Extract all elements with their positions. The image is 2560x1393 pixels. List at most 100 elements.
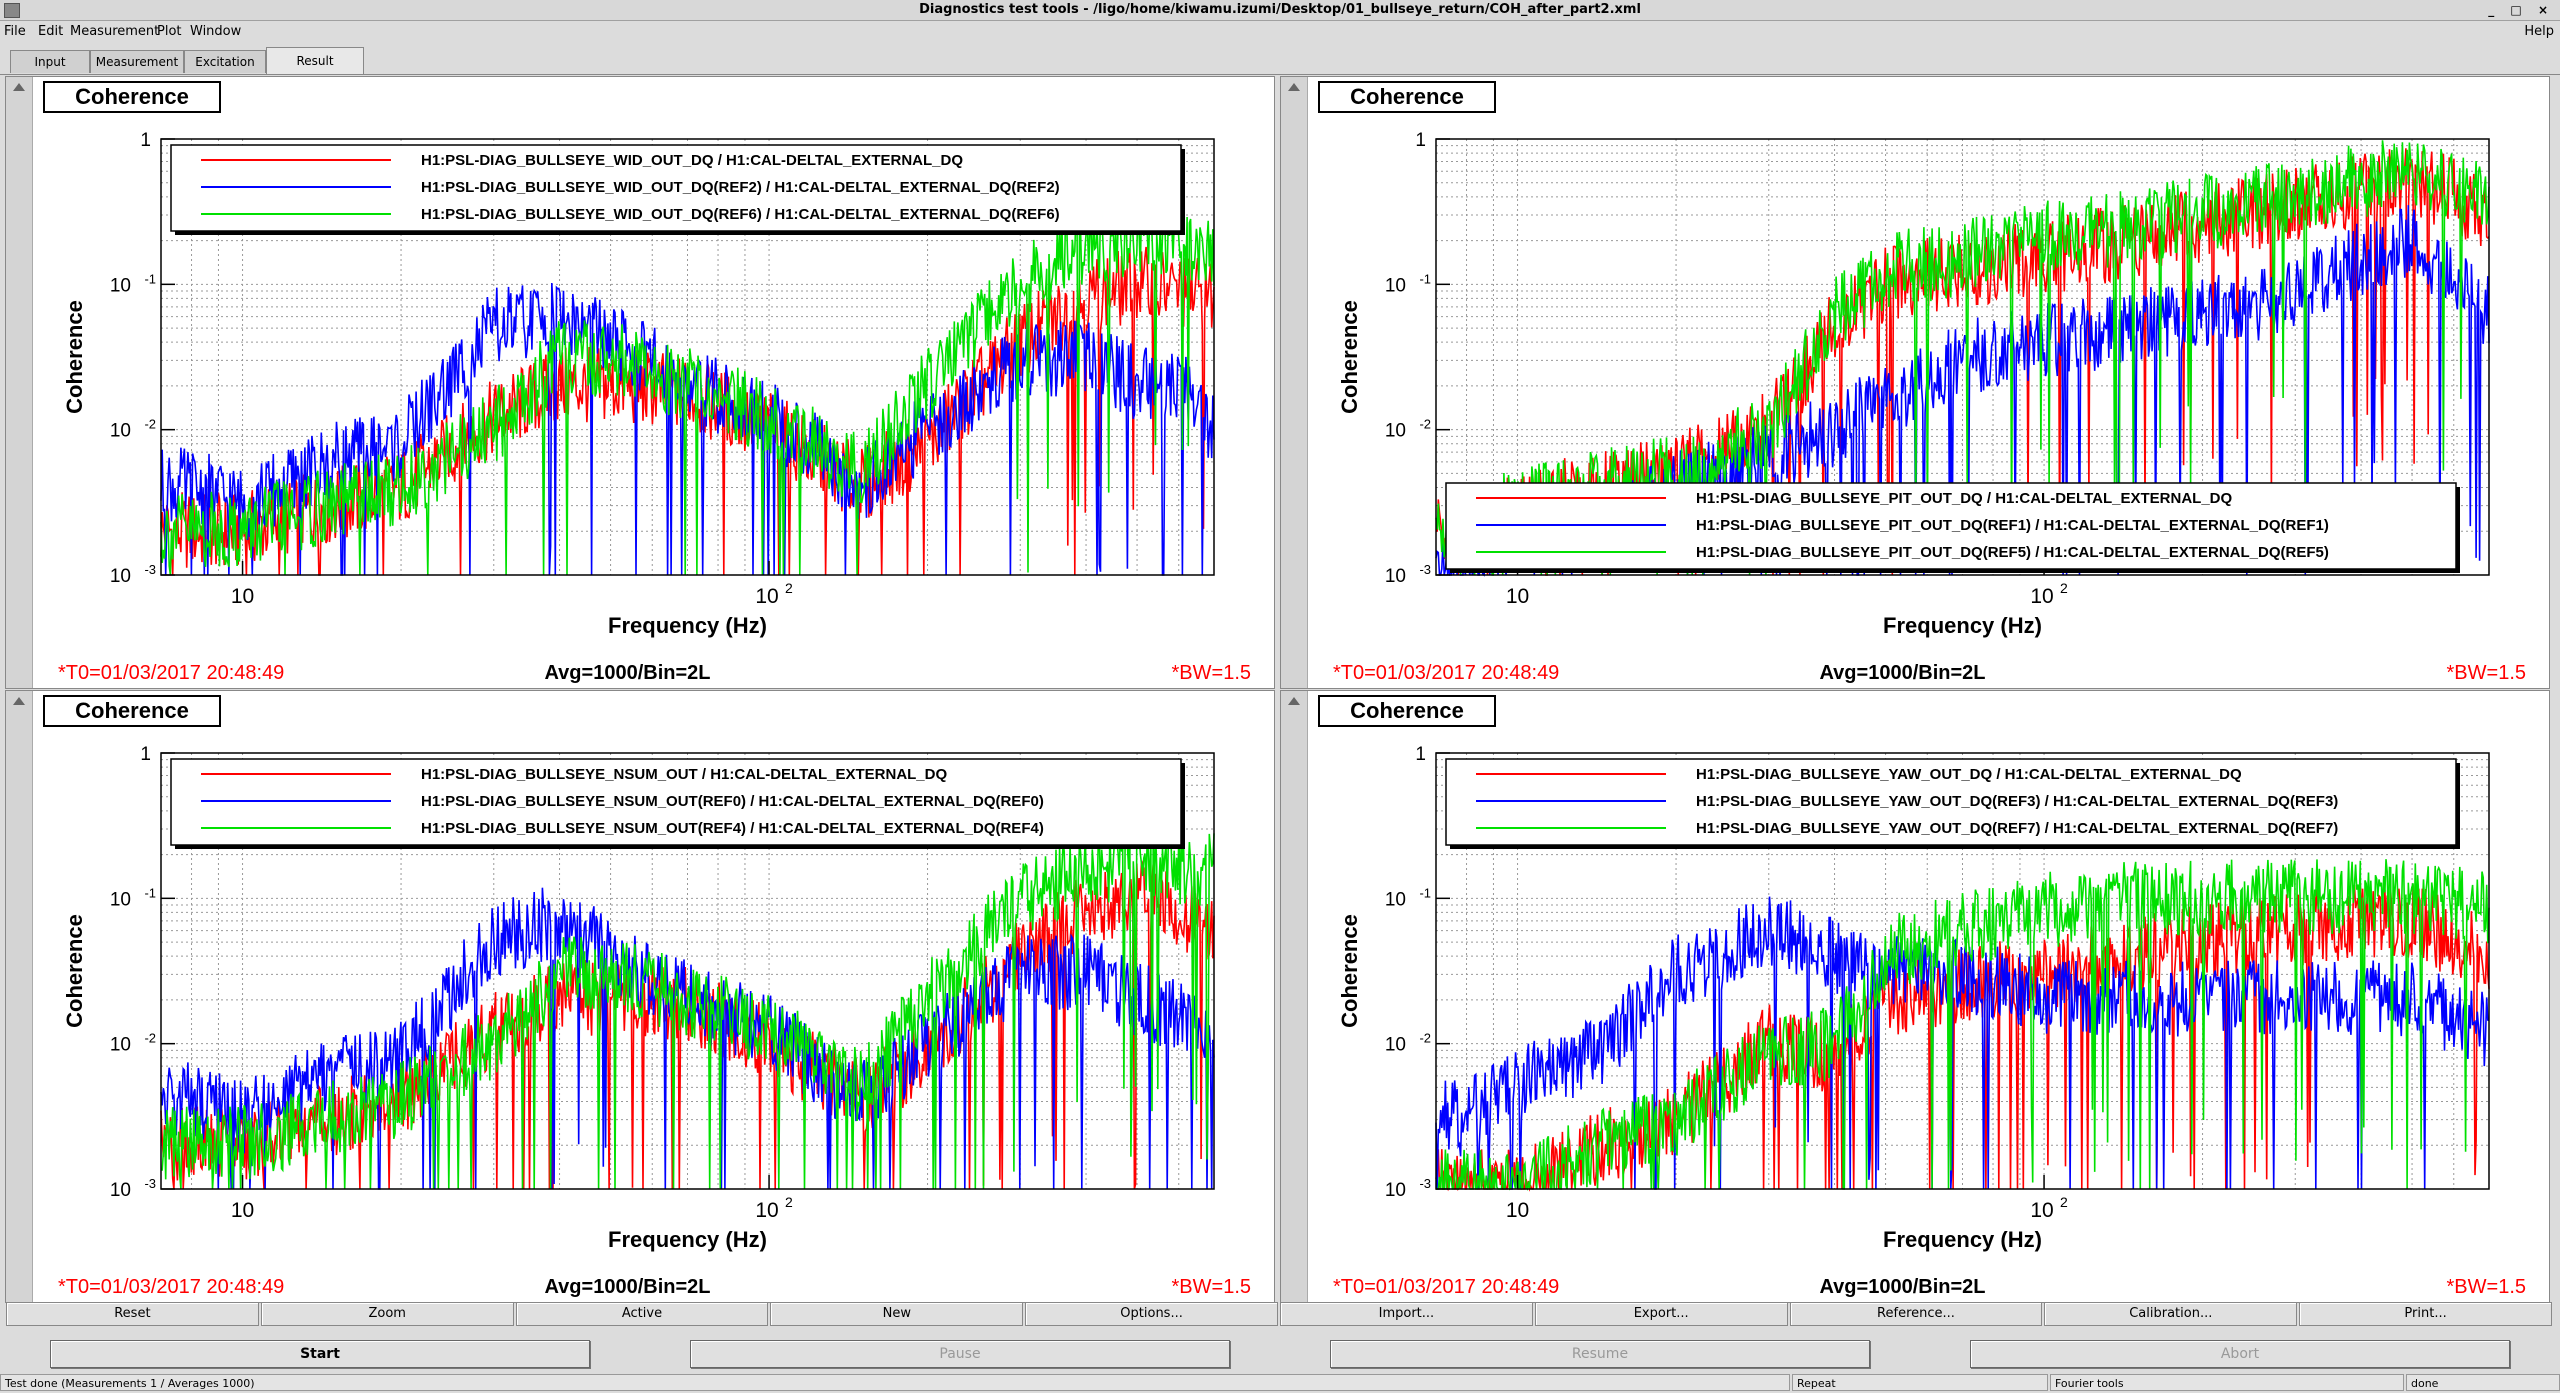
legend-entry: H1:PSL-DIAG_BULLSEYE_PIT_OUT_DQ(REF5) / … bbox=[1696, 544, 2329, 561]
window-controls[interactable]: _ □ × bbox=[2488, 3, 2554, 17]
abort-button[interactable]: Abort bbox=[1970, 1340, 2510, 1368]
y-axis-label: Coherence bbox=[62, 300, 87, 414]
y-tick-exponent: -2 bbox=[1419, 417, 1431, 432]
pause-button[interactable]: Pause bbox=[690, 1340, 1230, 1368]
resume-button[interactable]: Resume bbox=[1330, 1340, 1870, 1368]
legend-entry: H1:PSL-DIAG_BULLSEYE_YAW_OUT_DQ(REF7) / … bbox=[1696, 820, 2338, 837]
plot-panel-2[interactable]: Coherence 1 10 -1 10 -2 10 -3 10 10 2 Frequency (Hz… bbox=[1280, 76, 2550, 689]
plot-panel-4[interactable]: Coherence 1 10 -1 10 -2 10 -3 10 10 2 Frequency (Hz… bbox=[1280, 690, 2550, 1303]
y-tick-exponent: -1 bbox=[144, 885, 156, 900]
series-line-3 bbox=[1435, 140, 2490, 576]
active-button[interactable]: Active bbox=[515, 1302, 769, 1326]
legend-entry: H1:PSL-DIAG_BULLSEYE_YAW_OUT_DQ(REF3) / … bbox=[1696, 793, 2338, 810]
tab-excitation[interactable]: Excitation bbox=[184, 50, 266, 73]
chart-title: Coherence bbox=[75, 698, 189, 723]
t0-label: *T0=01/03/2017 20:48:49 bbox=[1333, 1276, 1559, 1298]
y-tick-label: 10 bbox=[1385, 1035, 1406, 1056]
y-tick-label: 10 bbox=[1385, 889, 1406, 910]
menu-file[interactable]: File bbox=[4, 24, 26, 39]
y-tick-label: 10 bbox=[1385, 1180, 1406, 1201]
x-tick-exponent: 2 bbox=[785, 580, 793, 596]
plot-panel-3[interactable]: Coherence 1 10 -1 10 -2 10 -3 10 10 2 Frequency (Hz… bbox=[5, 690, 1275, 1303]
x-tick-label: 10 bbox=[2030, 585, 2053, 608]
tab-bar: Input Measurement Excitation Result bbox=[0, 46, 2560, 75]
print-button[interactable]: Print... bbox=[2299, 1302, 2552, 1326]
series-line-2 bbox=[160, 282, 1215, 576]
new-button[interactable]: New bbox=[770, 1302, 1024, 1326]
chart-title: Coherence bbox=[1350, 84, 1464, 109]
menu-plot[interactable]: Plot bbox=[157, 24, 182, 39]
panel-scrollbar[interactable] bbox=[6, 77, 33, 688]
zoom-button[interactable]: Zoom bbox=[260, 1302, 514, 1326]
status-message: Test done (Measurements 1 / Averages 100… bbox=[0, 1374, 1790, 1391]
y-axis-label: Coherence bbox=[1337, 914, 1362, 1028]
plot-toolbar: Reset Zoom Active New Options... Import... Exp… bbox=[0, 1300, 2560, 1328]
t0-label: *T0=01/03/2017 20:48:49 bbox=[58, 662, 284, 684]
tab-result[interactable]: Result bbox=[266, 47, 364, 74]
legend-entry: H1:PSL-DIAG_BULLSEYE_YAW_OUT_DQ / H1:CAL… bbox=[1696, 766, 2242, 783]
plot-panel-1[interactable]: Coherence 1 10 -1 10 -2 10 -3 10 10 2 Frequency (Hz… bbox=[5, 76, 1275, 689]
menu-help[interactable]: Help bbox=[2524, 24, 2554, 39]
coherence-chart-wid[interactable]: Coherence 1 10 -1 10 -2 10 -3 10 10 2 Frequency (Hz… bbox=[6, 77, 1274, 688]
chart-title-box bbox=[1318, 81, 1496, 113]
tab-measurement[interactable]: Measurement bbox=[90, 50, 184, 73]
legend-entry: H1:PSL-DIAG_BULLSEYE_PIT_OUT_DQ(REF1) / … bbox=[1696, 517, 2329, 534]
legend-entry: H1:PSL-DIAG_BULLSEYE_NSUM_OUT(REF0) / H1… bbox=[421, 793, 1044, 810]
scroll-up-icon[interactable] bbox=[13, 697, 25, 705]
coherence-chart-nsum[interactable]: Coherence 1 10 -1 10 -2 10 -3 10 10 2 Frequency (Hz… bbox=[6, 691, 1274, 1302]
y-axis-label: Coherence bbox=[62, 914, 87, 1028]
reference-button[interactable]: Reference... bbox=[1789, 1302, 2043, 1326]
start-button[interactable]: Start bbox=[50, 1340, 590, 1368]
y-tick-exponent: -2 bbox=[1419, 1031, 1431, 1046]
y-tick-label: 10 bbox=[110, 889, 131, 910]
panel-scrollbar[interactable] bbox=[1281, 691, 1308, 1302]
bw-label: *BW=1.5 bbox=[2447, 662, 2526, 684]
plot-frame bbox=[1435, 752, 2490, 1190]
legend-entry: H1:PSL-DIAG_BULLSEYE_NSUM_OUT(REF4) / H1… bbox=[421, 820, 1044, 837]
export-button[interactable]: Export... bbox=[1534, 1302, 1788, 1326]
scroll-up-icon[interactable] bbox=[13, 83, 25, 91]
panel-scrollbar[interactable] bbox=[6, 691, 33, 1302]
y-tick-label: 10 bbox=[110, 1035, 131, 1056]
x-tick-exponent: 2 bbox=[785, 1194, 793, 1210]
status-tools: Fourier tools bbox=[2050, 1374, 2404, 1391]
y-tick-exponent: -1 bbox=[1419, 885, 1431, 900]
t0-label: *T0=01/03/2017 20:48:49 bbox=[1333, 662, 1559, 684]
coherence-chart-yaw[interactable]: Coherence 1 10 -1 10 -2 10 -3 10 10 2 Frequency (Hz… bbox=[1281, 691, 2549, 1302]
t0-label: *T0=01/03/2017 20:48:49 bbox=[58, 1276, 284, 1298]
import-button[interactable]: Import... bbox=[1280, 1302, 1533, 1326]
app-icon[interactable] bbox=[4, 3, 20, 18]
tab-input[interactable]: Input bbox=[10, 50, 90, 73]
y-tick-label: 10 bbox=[1385, 566, 1406, 587]
y-tick-label: 10 bbox=[1385, 275, 1406, 296]
menu-measurement[interactable]: Measurement bbox=[70, 24, 160, 39]
avg-label: Avg=1000/Bin=2L bbox=[544, 1276, 710, 1298]
y-tick-exponent: -3 bbox=[144, 1176, 156, 1191]
menu-bar: File Edit Measurement Plot Window Help bbox=[0, 21, 2560, 43]
legend-entry: H1:PSL-DIAG_BULLSEYE_WID_OUT_DQ(REF2) / … bbox=[421, 179, 1060, 196]
window-titlebar: Diagnostics test tools - /ligo/home/kiwa… bbox=[0, 0, 2560, 21]
menu-window[interactable]: Window bbox=[190, 24, 242, 39]
chart-title: Coherence bbox=[1350, 698, 1464, 723]
reset-button[interactable]: Reset bbox=[6, 1302, 259, 1326]
bw-label: *BW=1.5 bbox=[1172, 1276, 1251, 1298]
chart-title-box bbox=[43, 695, 221, 727]
y-tick-label: 1 bbox=[140, 744, 151, 765]
y-tick-exponent: -3 bbox=[144, 562, 156, 577]
scroll-up-icon[interactable] bbox=[1288, 697, 1300, 705]
x-tick-label: 10 bbox=[755, 1199, 778, 1222]
panel-scrollbar[interactable] bbox=[1281, 77, 1308, 688]
y-tick-label: 10 bbox=[110, 566, 131, 587]
y-tick-label: 1 bbox=[1415, 744, 1426, 765]
plot-frame bbox=[160, 752, 1215, 1190]
scroll-up-icon[interactable] bbox=[1288, 83, 1300, 91]
y-tick-label: 1 bbox=[1415, 130, 1426, 151]
x-tick-label: 10 bbox=[231, 585, 254, 608]
coherence-chart-pit[interactable]: Coherence 1 10 -1 10 -2 10 -3 10 10 2 Frequency (Hz… bbox=[1281, 77, 2549, 688]
calibration-button[interactable]: Calibration... bbox=[2044, 1302, 2298, 1326]
y-tick-label: 10 bbox=[110, 275, 131, 296]
menu-edit[interactable]: Edit bbox=[38, 24, 64, 39]
x-axis-label: Frequency (Hz) bbox=[608, 613, 767, 638]
options-button[interactable]: Options... bbox=[1025, 1302, 1278, 1326]
legend-entry: H1:PSL-DIAG_BULLSEYE_NSUM_OUT / H1:CAL-D… bbox=[421, 766, 947, 783]
